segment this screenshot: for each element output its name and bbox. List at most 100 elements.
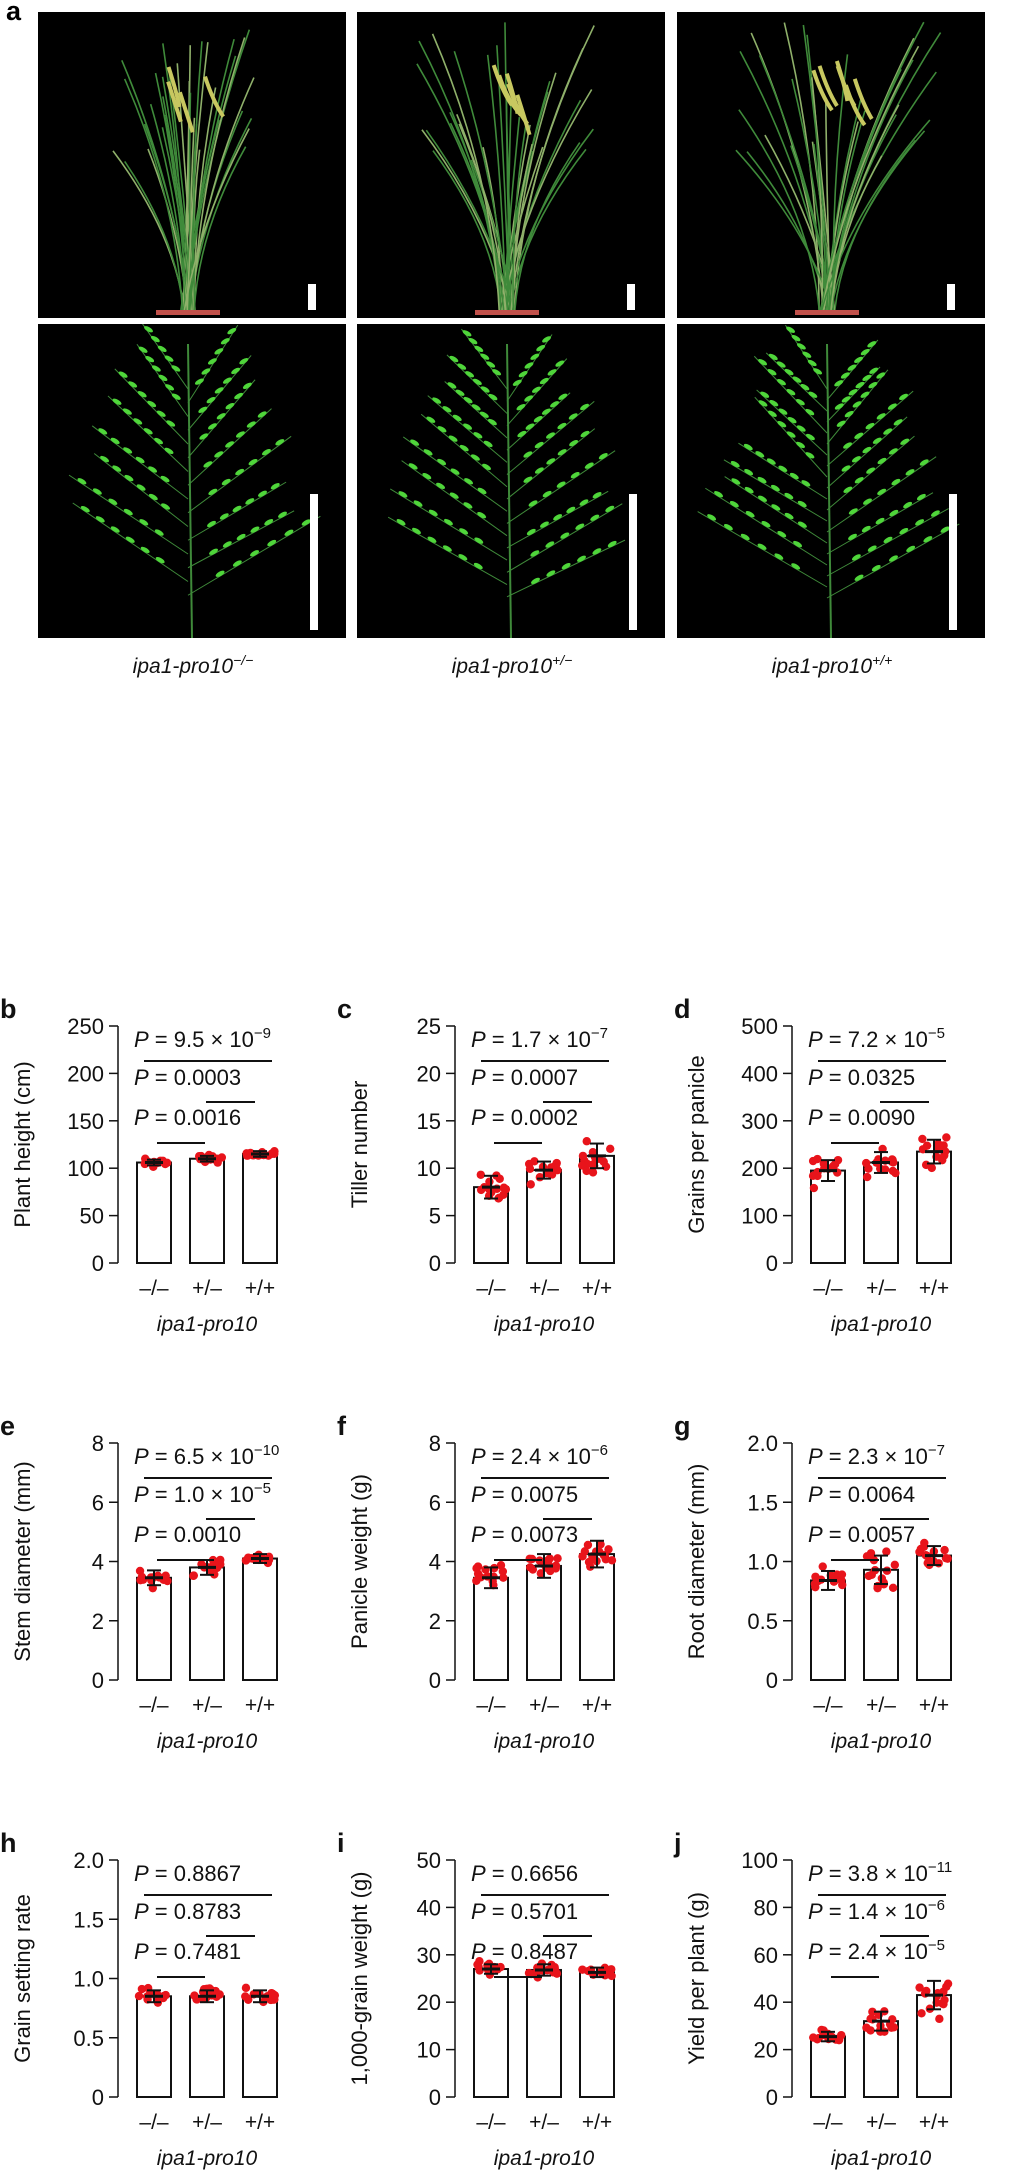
bar xyxy=(810,1169,846,1264)
data-point xyxy=(137,1984,147,1994)
data-point xyxy=(599,1157,608,1166)
grain xyxy=(171,365,181,372)
grain xyxy=(795,398,805,406)
grain xyxy=(523,476,533,483)
grain xyxy=(482,463,492,471)
whole-plant-image xyxy=(735,21,955,315)
grain xyxy=(532,386,541,393)
p-value-label: P = 0.7481 xyxy=(134,1939,241,1964)
data-point xyxy=(934,1559,943,1568)
data-point xyxy=(917,2009,926,2018)
grain xyxy=(852,401,862,408)
leaf xyxy=(123,78,184,311)
grain xyxy=(442,545,452,552)
data-point xyxy=(536,1569,546,1578)
y-tick-label: 4 xyxy=(429,1550,441,1575)
p-symbol: P xyxy=(808,1444,823,1469)
grain xyxy=(796,441,806,449)
grain xyxy=(408,463,418,470)
grain xyxy=(246,421,256,428)
grain xyxy=(492,369,502,376)
data-point xyxy=(483,1961,492,1970)
p-value: = 0.0016 xyxy=(149,1105,241,1130)
grain xyxy=(477,512,487,519)
x-tick-label: +/– xyxy=(192,1694,222,1717)
grain xyxy=(518,370,528,378)
data-point xyxy=(878,1144,887,1154)
p-value-label: P = 0.0057 xyxy=(808,1522,915,1547)
grain xyxy=(584,462,594,469)
branch xyxy=(444,381,508,439)
scale-bar xyxy=(949,494,957,630)
grain xyxy=(512,379,522,386)
p-value: = 0.0325 xyxy=(823,1065,915,1090)
x-tick-label: –/– xyxy=(813,2111,843,2134)
panicle xyxy=(835,65,857,108)
data-point xyxy=(526,1180,535,1189)
grain xyxy=(771,504,781,511)
grain xyxy=(95,516,105,523)
grain xyxy=(278,511,287,518)
grain xyxy=(836,420,846,427)
grain xyxy=(793,540,803,548)
p-symbol: P xyxy=(471,1899,486,1924)
grain xyxy=(786,326,796,333)
grain xyxy=(863,498,872,505)
grain xyxy=(729,501,739,508)
data-point xyxy=(864,1164,873,1173)
leaf xyxy=(821,45,920,311)
y-tick-label: 2.0 xyxy=(747,1431,778,1456)
grain xyxy=(436,482,446,490)
grain xyxy=(919,459,929,466)
p-value-label: P = 1.4 × 10−6 xyxy=(808,1897,945,1924)
leaf xyxy=(124,161,185,311)
whole-plant-image xyxy=(416,22,635,315)
grain xyxy=(470,454,480,461)
grain xyxy=(245,498,255,505)
data-point xyxy=(938,1155,947,1165)
data-point xyxy=(551,1561,561,1570)
branch xyxy=(506,358,568,426)
branch xyxy=(107,395,189,472)
grain xyxy=(413,500,423,507)
data-point xyxy=(499,1190,508,1200)
p-value: = 6.5 × 10 xyxy=(149,1444,254,1469)
x-tick-label: +/+ xyxy=(245,2111,275,2134)
grain xyxy=(412,527,421,535)
y-axis-label: Grains per panicle xyxy=(684,1055,709,1234)
grain xyxy=(158,374,168,382)
y-tick-label: 1.0 xyxy=(747,1550,778,1575)
grain xyxy=(883,536,893,544)
grain xyxy=(156,410,166,417)
data-point xyxy=(602,1967,611,1977)
grain xyxy=(561,563,571,570)
panicle xyxy=(811,69,834,112)
grain xyxy=(143,428,153,435)
leaf xyxy=(425,129,513,311)
bar xyxy=(579,1553,615,1681)
p-value: = 2.4 × 10 xyxy=(823,1939,928,1964)
p-value: = 0.8783 xyxy=(149,1899,241,1924)
grain xyxy=(148,466,158,473)
grain xyxy=(542,490,552,498)
y-tick-label: 2.0 xyxy=(73,1848,104,1873)
grain xyxy=(473,432,483,439)
grain xyxy=(231,367,241,375)
branch xyxy=(427,395,508,463)
grain xyxy=(539,521,549,528)
grain xyxy=(517,430,527,438)
y-tick-label: 1.5 xyxy=(73,1907,104,1932)
leaf xyxy=(510,25,595,311)
grain xyxy=(463,396,473,404)
x-axis-label: ipa1-pro10 xyxy=(831,1730,932,1753)
data-point xyxy=(136,1575,145,1585)
y-tick-label: 20 xyxy=(754,2038,778,2063)
grain xyxy=(398,491,408,498)
y-tick-label: 20 xyxy=(417,1990,441,2015)
grain xyxy=(222,377,232,384)
bar xyxy=(136,1995,172,2099)
p-symbol: P xyxy=(134,1027,149,1052)
p-value-label: P = 0.6656 xyxy=(471,1861,578,1886)
p-symbol: P xyxy=(134,1444,149,1469)
grain xyxy=(787,416,797,424)
